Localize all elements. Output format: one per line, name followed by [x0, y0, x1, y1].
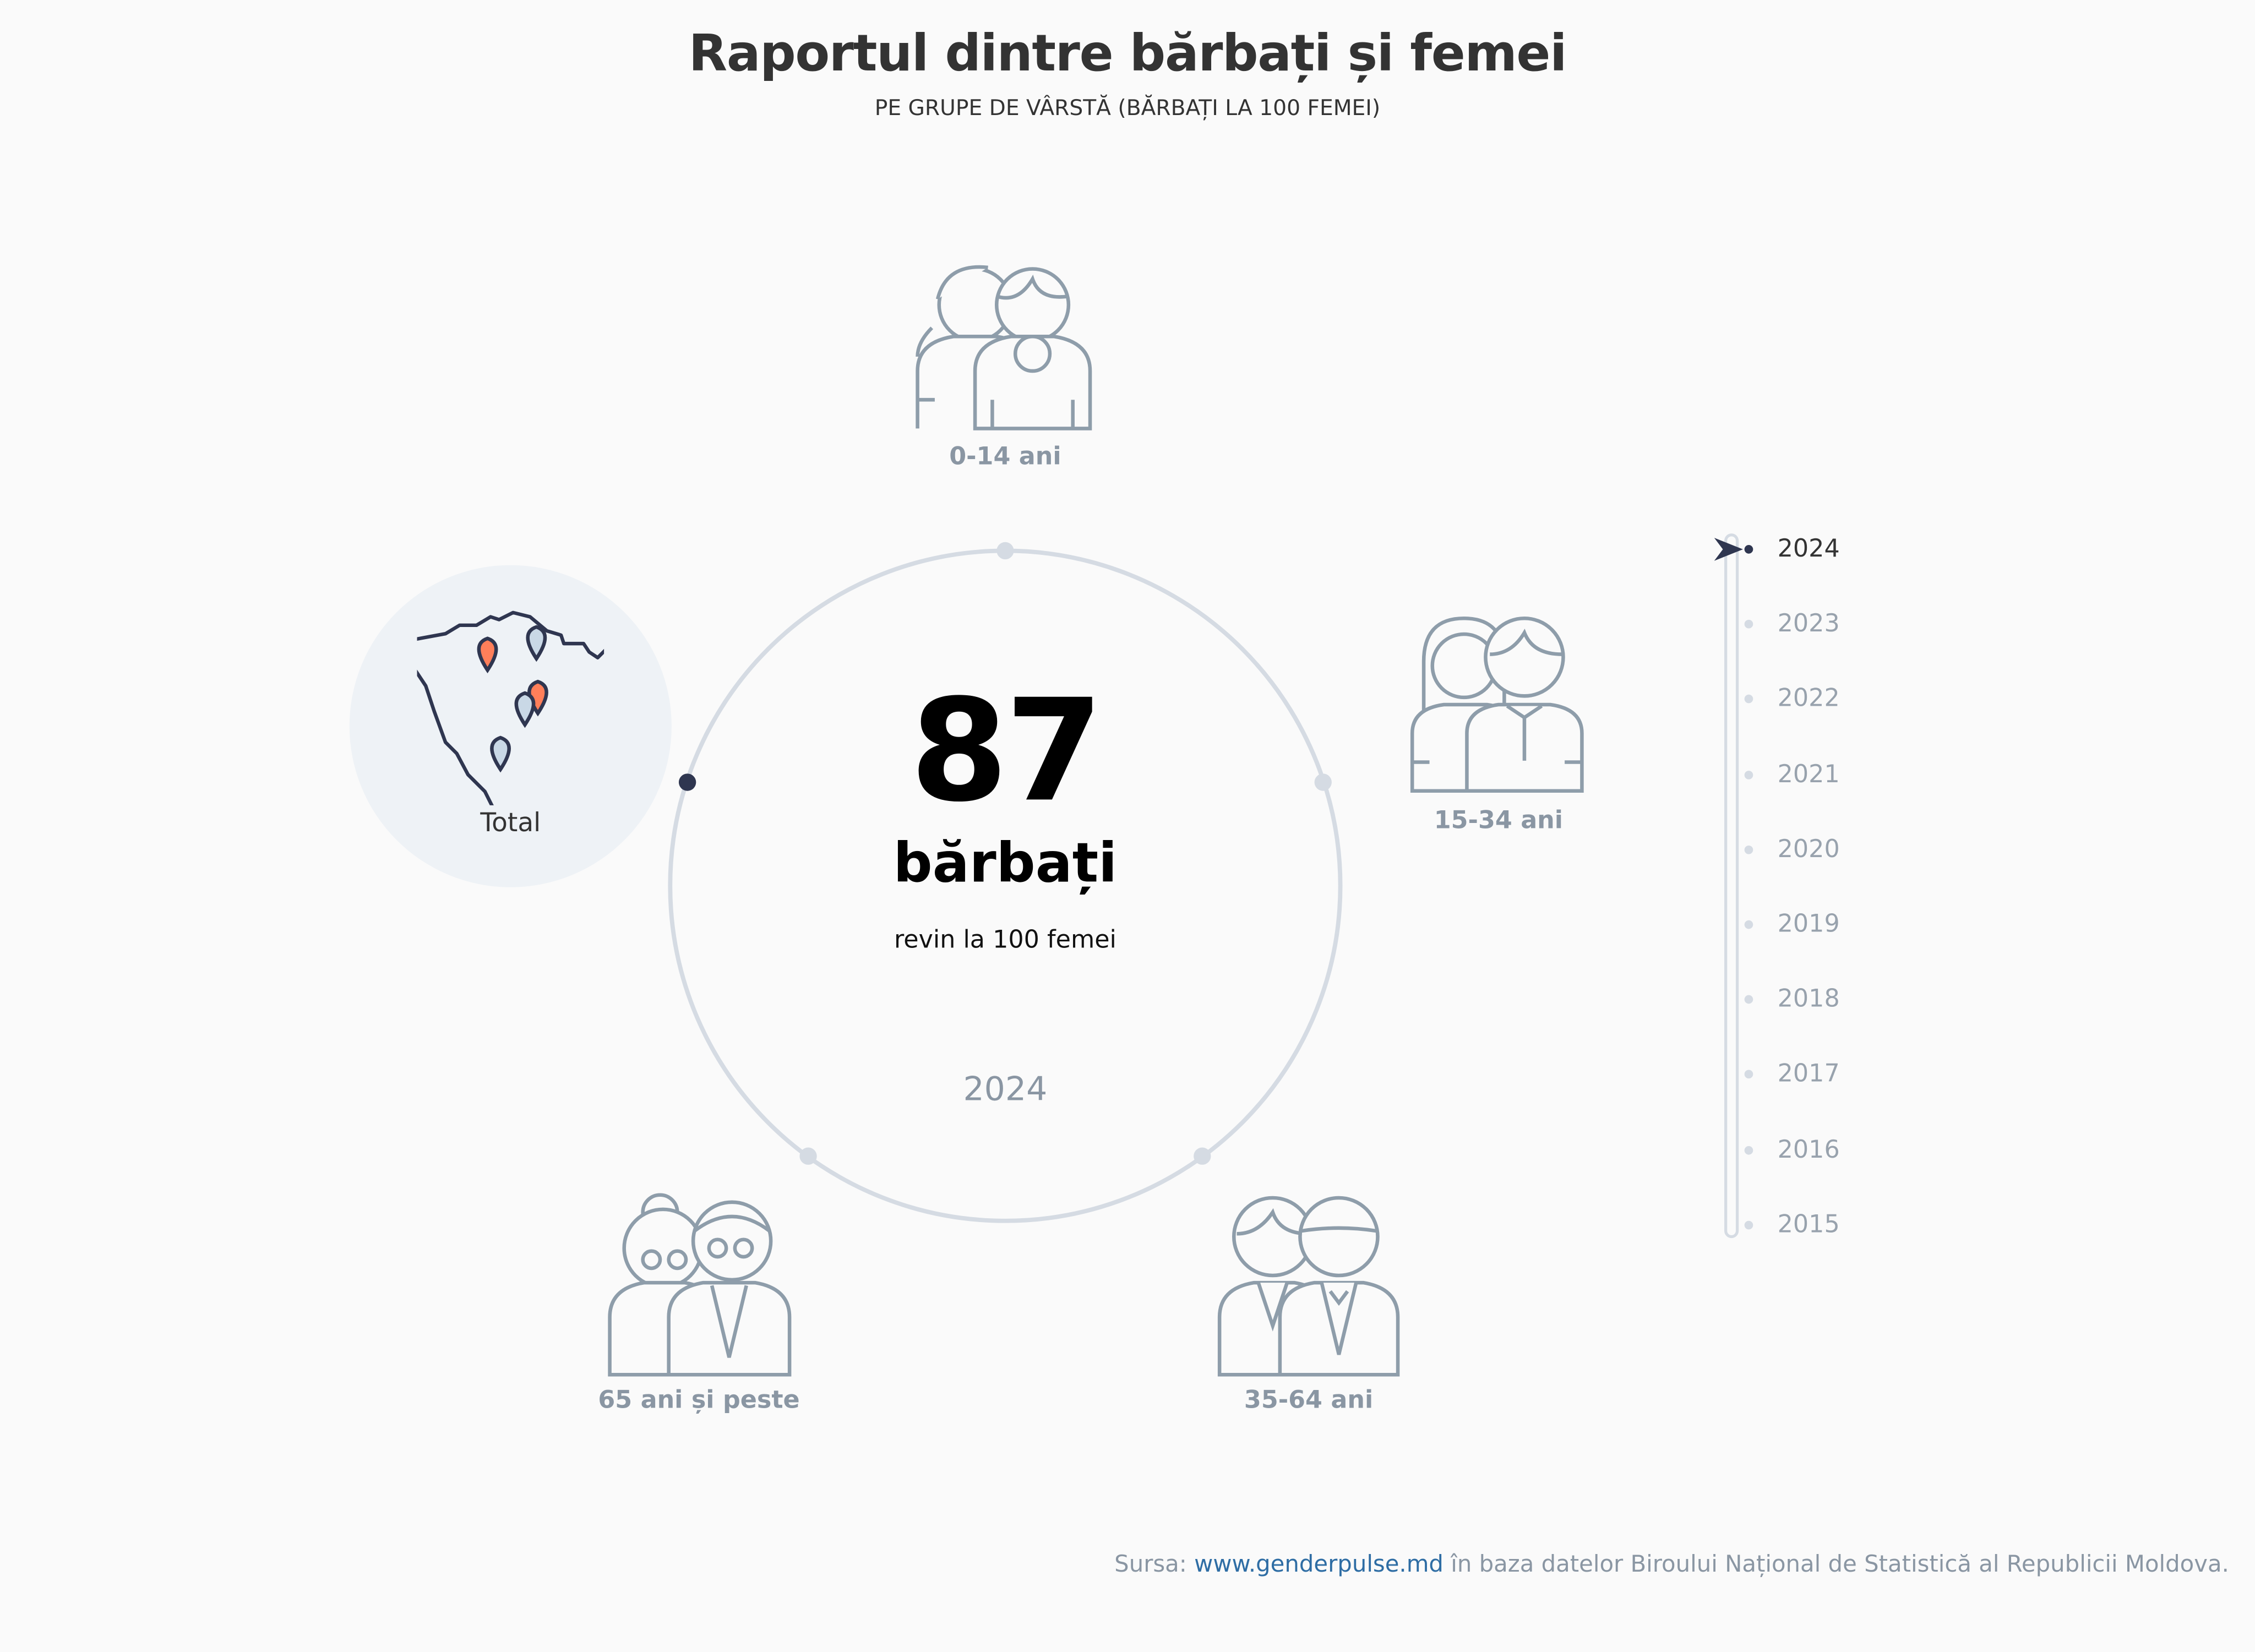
timeline-year-label: 2016	[1777, 1135, 1840, 1164]
source-link[interactable]: www.genderpulse.md	[1194, 1550, 1444, 1578]
group-label-35-64[interactable]: 35-64 ani	[1244, 1386, 1374, 1415]
page-subtitle: PE GRUPE DE VÂRSTĂ (BĂRBAȚI LA 100 FEMEI…	[874, 95, 1381, 121]
ring-dot-65-plus[interactable]	[799, 1147, 817, 1165]
group-label-65-plus[interactable]: 65 ani și peste	[598, 1386, 800, 1415]
ring-dot-total-active[interactable]	[678, 773, 696, 791]
ring-dot-0-14[interactable]	[996, 542, 1014, 560]
timeline-dot	[1744, 545, 1753, 554]
timeline-dot	[1744, 1145, 1753, 1154]
elderly-pair-icon[interactable]	[606, 1191, 796, 1378]
timeline-year-label: 2021	[1777, 760, 1840, 789]
timeline-year-label: 2022	[1777, 685, 1840, 714]
children-pair-icon[interactable]	[906, 256, 1108, 436]
timeline-year-2016[interactable]: 2016	[1744, 1135, 1840, 1164]
timeline-year-label: 2023	[1777, 610, 1840, 639]
timeline-year-2021[interactable]: 2021	[1744, 760, 1840, 789]
total-button[interactable]	[349, 565, 672, 887]
timeline-year-label: 2017	[1777, 1060, 1840, 1089]
timeline-year-2022[interactable]: 2022	[1744, 685, 1840, 714]
timeline-dot	[1744, 770, 1753, 779]
timeline-year-2023[interactable]: 2023	[1744, 610, 1840, 639]
ring-dot-35-64[interactable]	[1194, 1147, 1211, 1165]
timeline-year-2017[interactable]: 2017	[1744, 1060, 1840, 1089]
timeline-year-label: 2020	[1777, 835, 1840, 864]
group-label-15-34[interactable]: 15-34 ani	[1434, 806, 1564, 836]
timeline-year-2020[interactable]: 2020	[1744, 835, 1840, 864]
timeline-year-label: 2019	[1777, 910, 1840, 939]
source-prefix: Sursa:	[1114, 1550, 1195, 1578]
adults-pair-icon[interactable]	[1215, 1191, 1405, 1378]
selected-year: 2024	[963, 1071, 1048, 1109]
source-suffix: în baza datelor Biroului Național de Sta…	[1443, 1550, 2229, 1578]
timeline-year-2018[interactable]: 2018	[1744, 985, 1840, 1015]
timeline-dot	[1744, 845, 1753, 854]
timeline-dot	[1744, 1220, 1753, 1229]
ratio-unit: bărbați	[893, 831, 1118, 895]
ratio-value: 87	[909, 670, 1103, 835]
source-footer: Sursa: www.genderpulse.md în baza datelo…	[1114, 1550, 2229, 1578]
group-label-0-14[interactable]: 0-14 ani	[949, 443, 1061, 472]
moldova-map-icon	[417, 610, 604, 805]
timeline-track[interactable]	[1724, 533, 1739, 1239]
young-adults-pair-icon[interactable]	[1407, 611, 1594, 798]
timeline-year-label: 2015	[1777, 1210, 1840, 1240]
timeline-dot	[1744, 920, 1753, 929]
timeline-year-2019[interactable]: 2019	[1744, 910, 1840, 939]
timeline-year-label: 2024	[1777, 535, 1840, 564]
timeline-dot	[1744, 995, 1753, 1004]
timeline-dot	[1744, 620, 1753, 629]
timeline-dot	[1744, 1070, 1753, 1079]
group-label-total[interactable]: Total	[480, 808, 541, 838]
page-title: Raportul dintre bărbați și femei	[688, 26, 1567, 84]
timeline-dot	[1744, 695, 1753, 704]
timeline-pointer-icon[interactable]	[1712, 535, 1746, 564]
ring-dot-15-34[interactable]	[1314, 773, 1332, 791]
timeline-year-2015[interactable]: 2015	[1744, 1210, 1840, 1240]
timeline-year-2024[interactable]: 2024	[1744, 535, 1840, 564]
timeline-year-label: 2018	[1777, 985, 1840, 1015]
ratio-description: revin la 100 femei	[894, 926, 1116, 955]
